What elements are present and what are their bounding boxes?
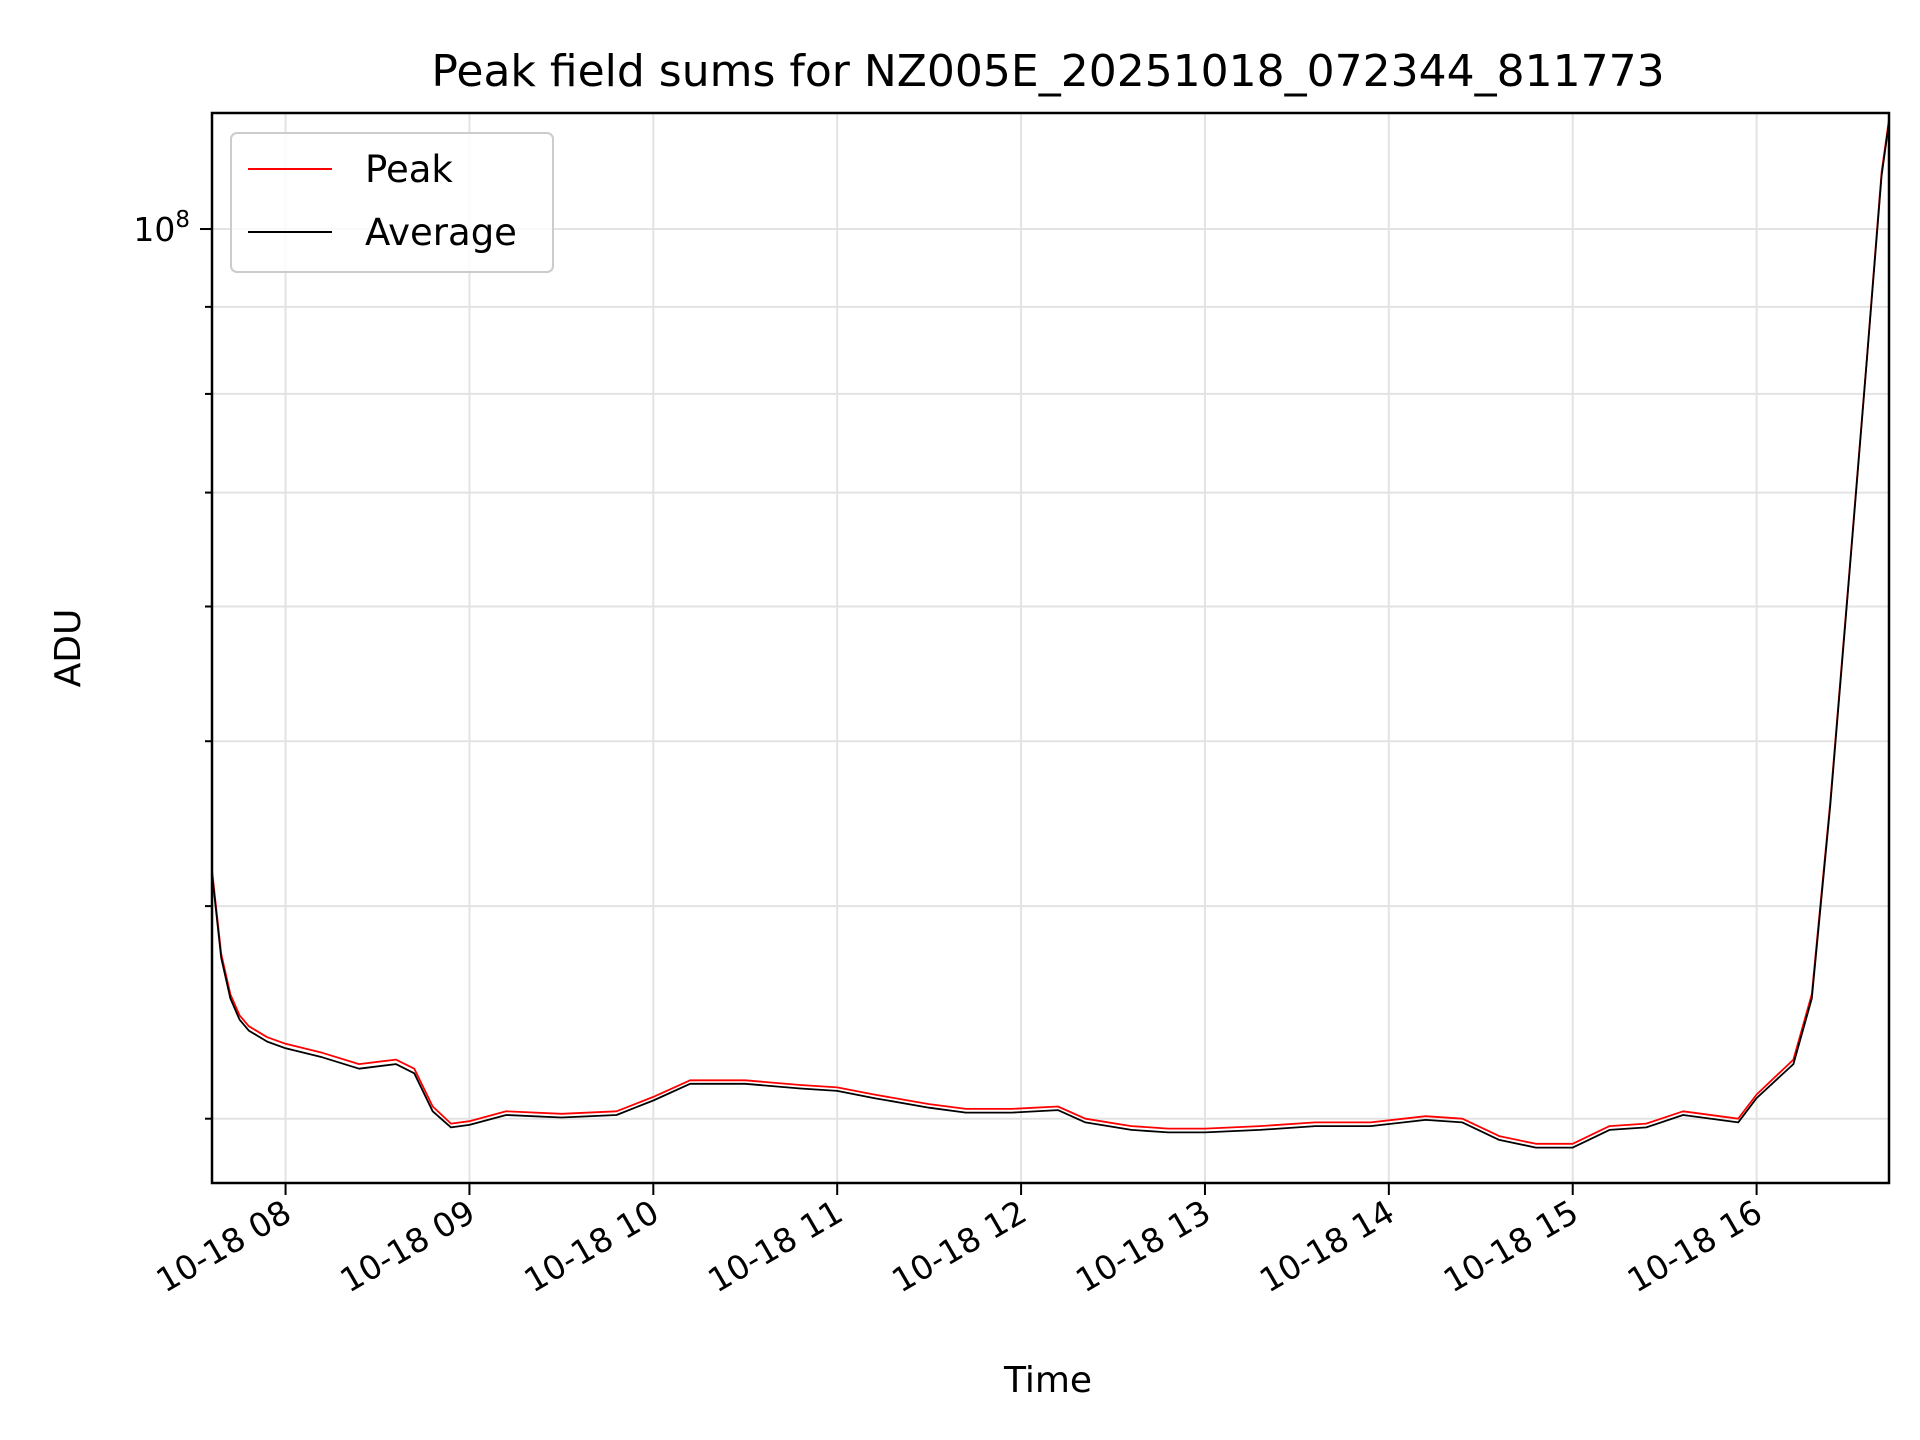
legend-label-average: Average	[365, 211, 517, 254]
series-line-peak	[211, 119, 1890, 1145]
plot-frame	[210, 111, 1891, 1185]
chart-title: Peak field sums for NZ005E_20251018_0723…	[431, 46, 1664, 97]
legend-label-peak: Peak	[365, 148, 453, 191]
legend: Peak Average	[230, 132, 554, 273]
legend-box	[230, 132, 554, 273]
y-tick-label: 108	[133, 207, 190, 249]
y-axis-label: ADU	[48, 609, 89, 688]
grid	[212, 113, 1889, 1183]
plot-series	[211, 119, 1890, 1149]
series-line-average	[211, 122, 1890, 1149]
x-axis-label: Time	[1003, 1360, 1092, 1401]
